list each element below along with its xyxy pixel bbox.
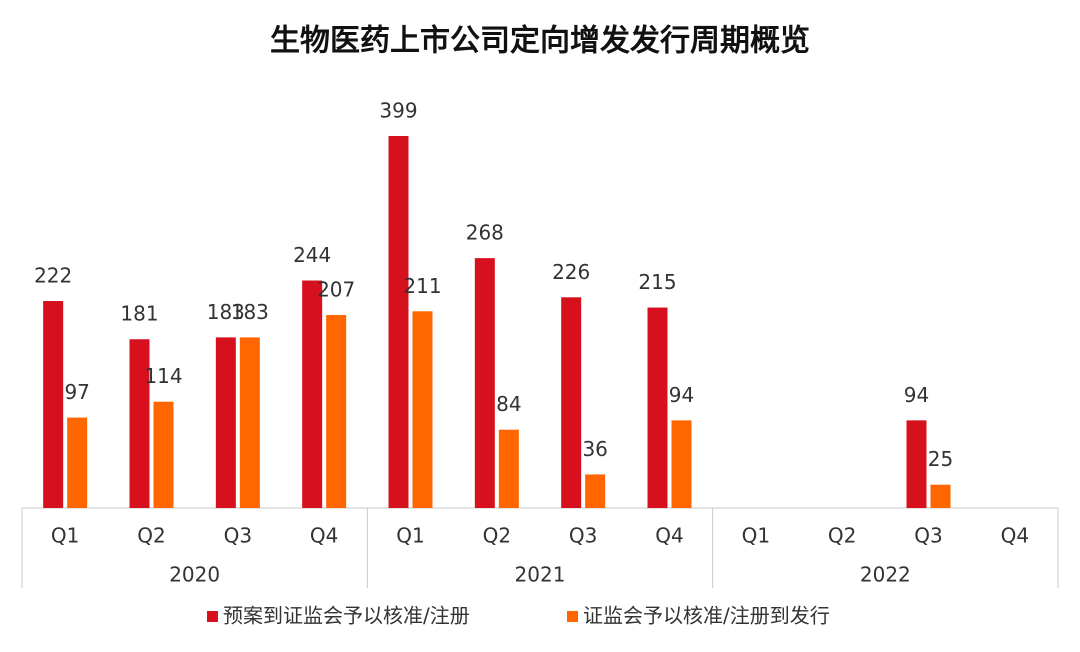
data-label: 183: [231, 300, 269, 324]
data-label: 97: [64, 380, 89, 404]
group-label: 2021: [515, 563, 566, 587]
chart-title: 生物医药上市公司定向增发发行周期概览: [270, 24, 810, 59]
legend-swatch: [567, 611, 578, 622]
bar: [561, 297, 582, 508]
bar: [326, 315, 347, 508]
bar: [129, 339, 150, 508]
group-label: 2022: [860, 563, 911, 587]
x-tick-label: Q3: [569, 524, 597, 548]
legend-label: 预案到证监会予以核准/注册: [223, 604, 470, 628]
x-tick-label: Q3: [224, 524, 252, 548]
data-label: 181: [120, 302, 158, 326]
data-label: 211: [403, 274, 441, 298]
data-label: 222: [34, 264, 72, 288]
data-label: 25: [928, 447, 953, 471]
bar: [302, 280, 323, 508]
bar: [906, 420, 927, 508]
bar: [930, 484, 951, 508]
data-label: 114: [144, 364, 182, 388]
bar: [239, 337, 260, 508]
bar: [388, 136, 409, 508]
bar: [474, 258, 495, 508]
x-tick-label: Q1: [396, 524, 424, 548]
legend-swatch: [207, 611, 218, 622]
x-tick-label: Q1: [742, 524, 770, 548]
data-label: 268: [466, 221, 504, 245]
x-tick-label: Q4: [310, 524, 338, 548]
bar: [585, 474, 606, 508]
bar: [412, 311, 433, 508]
bar: [153, 401, 174, 508]
group-label: 2020: [169, 563, 220, 587]
x-tick-label: Q2: [828, 524, 856, 548]
x-tick-label: Q2: [483, 524, 511, 548]
data-label: 183: [207, 300, 245, 324]
bar: [67, 417, 88, 508]
data-label: 94: [904, 383, 929, 407]
data-label: 36: [582, 437, 607, 461]
x-tick-label: Q4: [1001, 524, 1029, 548]
x-tick-label: Q4: [655, 524, 683, 548]
data-label: 94: [669, 383, 694, 407]
x-tick-label: Q2: [137, 524, 165, 548]
data-label: 84: [496, 392, 521, 416]
data-label: 226: [552, 260, 590, 284]
bar: [671, 420, 692, 508]
bar: [647, 307, 668, 508]
bar: [43, 301, 64, 508]
x-tick-label: Q3: [914, 524, 942, 548]
bar: [215, 337, 236, 508]
data-label: 207: [317, 278, 355, 302]
data-label: 215: [638, 270, 676, 294]
legend-label: 证监会予以核准/注册到发行: [583, 604, 830, 628]
data-label: 399: [379, 99, 417, 123]
data-label: 244: [293, 243, 331, 267]
bar: [498, 429, 519, 508]
x-tick-label: Q1: [51, 524, 79, 548]
